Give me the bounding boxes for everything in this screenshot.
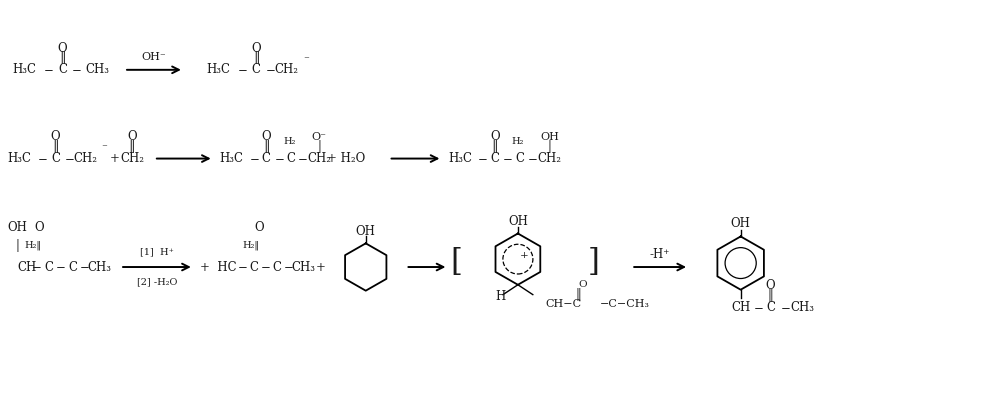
Text: H₃C: H₃C [220,152,244,165]
Text: CH: CH [731,301,750,314]
Text: −: − [503,152,513,165]
Text: O: O [490,130,500,143]
Text: +: + [110,152,120,165]
Text: C: C [515,152,524,165]
Text: O: O [255,221,264,234]
Text: + H₂O: + H₂O [327,152,365,165]
Text: C: C [262,152,271,165]
Text: −: − [249,152,259,165]
Text: −: − [56,261,65,274]
Text: ‖: ‖ [59,51,66,65]
Text: ⁻: ⁻ [101,144,107,154]
Text: OH: OH [356,225,376,238]
Text: −C−CH₃: −C−CH₃ [599,299,649,310]
Text: O: O [35,221,44,234]
Text: ‖: ‖ [576,288,581,301]
Text: |: | [16,239,20,252]
Text: OH: OH [8,221,28,234]
Text: −: − [780,301,790,314]
Text: OH: OH [731,217,751,230]
Text: OH: OH [540,132,559,142]
Text: H: H [495,290,505,303]
Text: −: − [64,152,74,165]
Text: −: − [260,261,270,274]
Text: −: − [32,261,42,274]
Text: O: O [127,130,137,143]
Text: CH₃: CH₃ [790,301,814,314]
Text: C: C [252,63,261,76]
Text: O: O [252,42,261,55]
Text: H₃C: H₃C [448,152,472,165]
Text: −: − [71,63,81,76]
Text: −: − [79,261,89,274]
Text: H₂: H₂ [283,137,295,146]
Text: ]: ] [588,247,599,278]
Text: CH₃: CH₃ [291,261,315,274]
Text: −: − [44,63,53,76]
Text: +: + [519,251,528,260]
Text: CH₂: CH₂ [274,63,298,76]
Text: OH⁻: OH⁻ [142,52,166,62]
Text: O: O [58,42,67,55]
Text: −: − [298,152,308,165]
Text: H₂: H₂ [512,137,524,146]
Text: H₂‖: H₂‖ [243,241,260,250]
Text: −: − [265,63,275,76]
Text: CH₂: CH₂ [73,152,97,165]
Text: CH₃: CH₃ [85,63,109,76]
Text: C: C [249,261,258,274]
Text: CH₃: CH₃ [87,261,111,274]
Text: CH: CH [18,261,37,274]
Text: ‖: ‖ [492,140,498,153]
Text: ‖: ‖ [263,140,270,153]
Text: +  HC: + HC [200,261,236,274]
Text: CH₂: CH₂ [538,152,562,165]
Text: O: O [766,279,775,292]
Text: CH₂: CH₂ [120,152,144,165]
Text: C: C [287,152,296,165]
Text: [1]  H⁺: [1] H⁺ [140,248,174,257]
Text: O⁻: O⁻ [312,132,327,142]
Text: C: C [766,301,775,314]
Text: H₃C: H₃C [13,63,37,76]
Text: |: | [548,140,552,153]
Text: |: | [317,140,321,153]
Text: H₃C: H₃C [207,63,231,76]
Text: +: + [316,261,326,274]
Text: C: C [44,261,53,274]
Text: −: − [478,152,488,165]
Text: CH₂: CH₂ [307,152,331,165]
Text: [: [ [450,247,462,278]
Text: C: C [68,261,77,274]
Text: ‖: ‖ [129,140,135,153]
Text: H₃C: H₃C [8,152,32,165]
Text: −: − [238,63,247,76]
Text: -H⁺: -H⁺ [650,248,670,261]
Text: C: C [491,152,500,165]
Text: O: O [578,280,587,289]
Text: ‖: ‖ [253,51,260,65]
Text: −: − [754,301,763,314]
Text: −: − [528,152,538,165]
Text: CH−C: CH−C [546,299,582,310]
Text: [2] -H₂O: [2] -H₂O [137,277,177,286]
Text: OH: OH [508,215,528,228]
Text: C: C [273,261,282,274]
Text: −: − [38,152,47,165]
Text: −: − [284,261,294,274]
Text: C: C [51,152,60,165]
Text: ⁻: ⁻ [303,55,309,65]
Text: C: C [58,63,67,76]
Text: ‖: ‖ [52,140,59,153]
Text: O: O [51,130,60,143]
Text: O: O [261,130,271,143]
Text: −: − [274,152,284,165]
Text: ‖: ‖ [768,289,773,302]
Text: −: − [238,261,247,274]
Text: H₂‖: H₂‖ [24,241,41,250]
